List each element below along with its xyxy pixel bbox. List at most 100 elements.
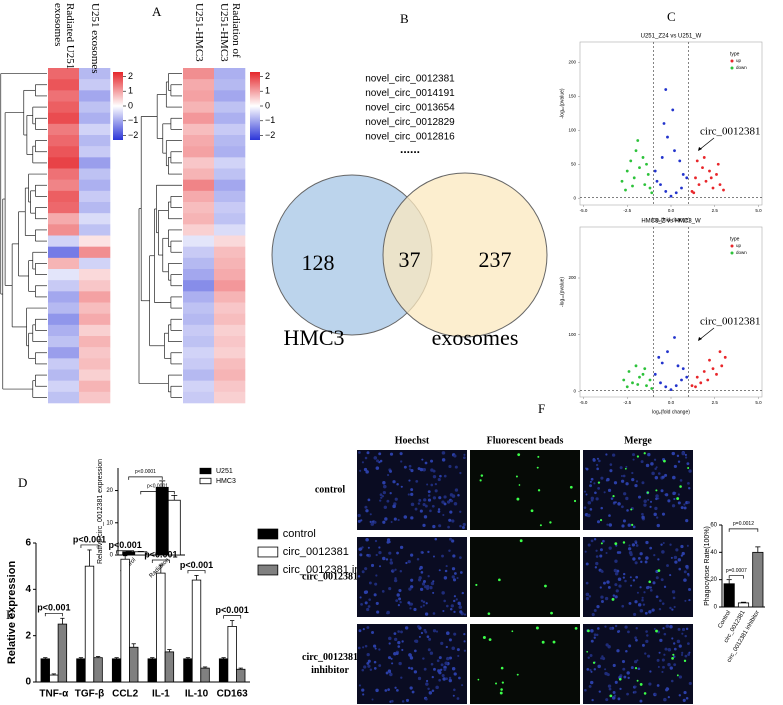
significance-bracket: [80, 544, 99, 548]
nucleus: [597, 664, 601, 669]
point: [653, 372, 657, 376]
nucleus: [594, 491, 597, 495]
point: [680, 186, 683, 190]
heatmap-cell: [183, 112, 215, 125]
venn-ellipsis: ......: [400, 142, 420, 156]
colorbar-label: −1: [265, 115, 275, 125]
nucleus: [613, 481, 618, 485]
bead: [549, 521, 552, 524]
nucleus: [633, 690, 637, 694]
nucleus: [679, 479, 683, 482]
nucleus: [684, 634, 687, 638]
nucleus: [631, 543, 636, 547]
nucleus: [359, 553, 363, 557]
heatmap-cell: [48, 90, 80, 102]
nucleus: [662, 541, 665, 545]
nucleus: [653, 458, 657, 461]
bead: [648, 580, 651, 584]
nucleus: [401, 640, 404, 643]
nucleus: [445, 565, 448, 568]
nucleus: [366, 652, 370, 657]
nucleus: [405, 561, 408, 565]
nucleus: [375, 466, 380, 470]
nucleus: [395, 652, 399, 656]
annotation-arrowhead: [698, 147, 702, 151]
nucleus: [614, 583, 618, 587]
nucleus: [451, 494, 456, 498]
nucleus: [454, 465, 458, 469]
nucleus: [410, 516, 414, 520]
point: [631, 184, 634, 188]
nucleus: [595, 555, 599, 558]
y-axis-label: Phagocytose Rate(100%): [704, 526, 711, 606]
significance-bracket: [151, 559, 170, 564]
nucleus: [373, 667, 377, 670]
nucleus: [437, 477, 441, 482]
annotation: p<0.001: [109, 540, 142, 550]
nucleus: [608, 546, 612, 550]
bar: [236, 668, 246, 683]
point: [711, 367, 715, 371]
nucleus: [590, 539, 594, 543]
point: [678, 159, 682, 163]
nucleus: [359, 469, 362, 472]
heatmap-cell: [48, 246, 80, 259]
nucleus: [635, 575, 639, 579]
heatmap-cell: [183, 235, 215, 247]
nucleus: [444, 569, 448, 573]
nucleus: [417, 625, 420, 628]
heatmap-cell: [183, 90, 215, 102]
point: [708, 358, 711, 362]
nucleus: [426, 483, 429, 486]
bar: [183, 658, 193, 683]
nucleus: [623, 572, 626, 576]
nucleus: [621, 524, 625, 528]
nucleus: [362, 693, 365, 696]
nucleus: [366, 661, 370, 665]
nucleus: [669, 574, 672, 577]
nucleus: [389, 561, 394, 565]
point: [702, 156, 706, 159]
nucleus: [670, 556, 673, 559]
nucleus: [456, 648, 460, 652]
nucleus: [602, 539, 605, 543]
point: [643, 183, 647, 187]
heatmap-cell: [214, 68, 246, 80]
nucleus: [363, 665, 367, 669]
bead: [599, 519, 603, 522]
nucleus: [389, 558, 393, 562]
nucleus: [599, 548, 603, 552]
heatmap-cell: [183, 79, 215, 91]
venn-count: 128: [302, 250, 335, 275]
nucleus: [432, 555, 435, 558]
x-tick-label: CCL2: [112, 689, 139, 700]
heatmap-cell: [183, 280, 215, 292]
nucleus: [373, 520, 377, 524]
heatmap-cell: [48, 257, 80, 270]
nucleus: [598, 459, 601, 463]
nucleus: [605, 453, 608, 456]
nucleus: [653, 553, 656, 557]
nucleus: [426, 635, 430, 639]
nucleus: [367, 498, 371, 502]
nucleus: [370, 522, 375, 526]
nucleus: [595, 561, 599, 566]
nucleus: [408, 653, 412, 657]
point: [718, 183, 722, 187]
nucleus: [653, 512, 657, 517]
point: [664, 88, 668, 91]
nucleus: [452, 694, 455, 697]
nucleus: [672, 596, 676, 600]
nucleus: [645, 556, 649, 560]
nucleus: [643, 503, 647, 507]
nucleus: [681, 627, 686, 632]
heatmap-cell: [48, 358, 80, 370]
legend-label: U251: [216, 468, 233, 475]
annotation-arrow: [698, 137, 715, 151]
nucleus: [397, 645, 401, 648]
nucleus: [588, 595, 592, 598]
point: [720, 364, 724, 368]
bead: [477, 678, 480, 681]
nucleus: [667, 662, 671, 667]
